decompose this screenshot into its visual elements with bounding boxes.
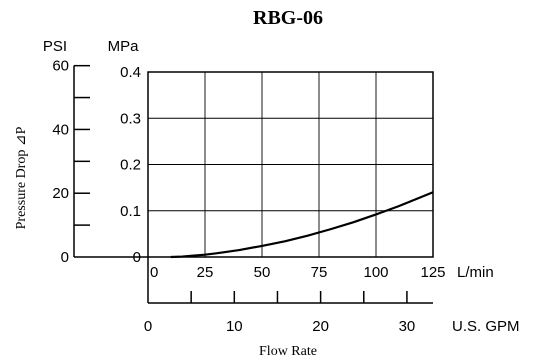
y-tick-label-psi: 40 xyxy=(52,121,69,138)
chart-grid xyxy=(148,72,433,257)
x-tick-label-lmin: 50 xyxy=(254,264,271,281)
chart-series xyxy=(170,191,434,259)
x-axis-lmin-unit: L/min xyxy=(457,264,494,281)
y-tick-label-mpa: 0.2 xyxy=(120,157,141,174)
y-axis-mpa-unit: MPa xyxy=(108,38,140,55)
x-axis-gpm-unit: U.S. GPM xyxy=(452,318,520,335)
pressure-drop-curve xyxy=(170,191,434,259)
x-tick-label-lmin: 125 xyxy=(420,264,445,281)
y-tick-label-mpa: 0.4 xyxy=(120,64,141,81)
y-axis-psi-unit: PSI xyxy=(43,38,67,55)
x-tick-label-lmin: 75 xyxy=(311,264,328,281)
y-tick-label-psi: 20 xyxy=(52,185,69,202)
x-tick-label-gpm: 30 xyxy=(399,318,416,335)
x-tick-label-gpm: 20 xyxy=(312,318,329,335)
y-tick-label-psi: 60 xyxy=(52,58,69,75)
y-tick-label-mpa: 0.3 xyxy=(120,110,141,127)
y-tick-label-psi: 0 xyxy=(61,249,69,266)
chart-title: RBG-06 xyxy=(253,7,323,29)
x-tick-label-lmin: 25 xyxy=(197,264,214,281)
y-axis-label: Pressure Drop ⊿P xyxy=(14,126,29,229)
y-tick-label-mpa: 0.1 xyxy=(120,203,141,220)
x-tick-label-lmin: 100 xyxy=(363,264,388,281)
plot-frame xyxy=(147,71,434,258)
x-tick-label-gpm: 10 xyxy=(226,318,243,335)
x-tick-label-gpm: 0 xyxy=(144,318,152,335)
x-tick-label-lmin: 0 xyxy=(150,264,158,281)
x-axis-label: Flow Rate xyxy=(259,344,317,359)
